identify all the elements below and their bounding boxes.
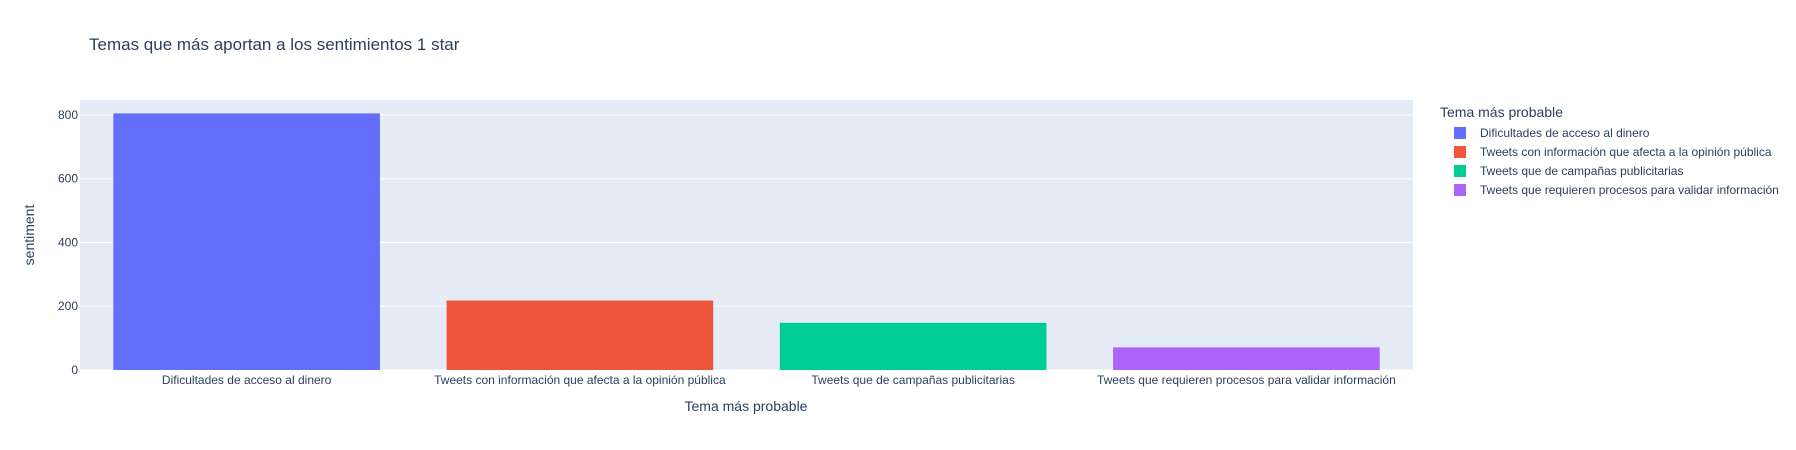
x-axis-ticks: Dificultades de acceso al dinero Tweets c… xyxy=(162,373,1396,387)
legend-title: Tema más probable xyxy=(1440,104,1563,120)
legend-item-label: Dificultades de acceso al dinero xyxy=(1480,126,1650,140)
y-axis-ticks: 0 200 400 600 800 xyxy=(58,108,78,377)
y-axis-title: sentiment xyxy=(21,205,37,266)
x-tick-label: Tweets que requieren procesos para valid… xyxy=(1097,373,1396,387)
legend-swatch-4 xyxy=(1454,184,1466,196)
y-tick-label: 0 xyxy=(71,363,78,377)
legend-swatch-1 xyxy=(1454,127,1466,139)
legend-swatch-2 xyxy=(1454,146,1466,158)
bar-2 xyxy=(446,300,714,370)
bar-3 xyxy=(779,322,1047,370)
chart-title: Temas que más aportan a los sentimientos… xyxy=(89,35,460,54)
bars xyxy=(113,113,1380,370)
x-tick-label: Tweets con información que afecta a la o… xyxy=(434,373,726,387)
x-axis-title: Tema más probable xyxy=(685,398,808,414)
legend-swatch-3 xyxy=(1454,165,1466,177)
y-tick-label: 800 xyxy=(58,108,78,122)
x-tick-label: Tweets que de campañas publicitarias xyxy=(811,373,1014,387)
y-tick-label: 400 xyxy=(58,235,78,249)
y-tick-label: 200 xyxy=(58,299,78,313)
legend: Tema más probable Dificultades de acceso… xyxy=(1440,104,1779,197)
legend-item-label: Tweets con información que afecta a la o… xyxy=(1480,145,1772,159)
x-tick-label: Dificultades de acceso al dinero xyxy=(162,373,332,387)
bar-1 xyxy=(113,113,380,370)
legend-item-label: Tweets que requieren procesos para valid… xyxy=(1480,183,1779,197)
legend-item-label: Tweets que de campañas publicitarias xyxy=(1480,164,1683,178)
y-tick-label: 600 xyxy=(58,172,78,186)
bar-4 xyxy=(1113,347,1380,370)
